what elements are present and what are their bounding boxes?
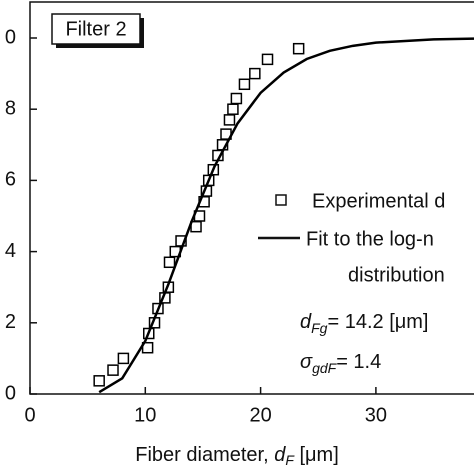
data-point bbox=[141, 341, 154, 354]
y-tick-label: 2 bbox=[5, 311, 16, 333]
x-tick-label: 20 bbox=[249, 404, 271, 426]
y-tick-label: 0 bbox=[5, 382, 16, 404]
legend-label: distribution bbox=[348, 264, 445, 286]
y-tick-label: 6 bbox=[5, 169, 16, 191]
data-point bbox=[238, 78, 251, 91]
plot-area bbox=[93, 37, 474, 394]
annotation-subscript: Fg bbox=[311, 320, 328, 336]
x-label-symbol: d bbox=[274, 444, 286, 466]
data-point bbox=[227, 103, 239, 115]
y-tick-label: 8 bbox=[5, 97, 16, 119]
y-tick-label: 4 bbox=[5, 240, 16, 262]
data-point bbox=[223, 114, 236, 126]
x-label-subscript: F bbox=[285, 452, 295, 468]
data-point bbox=[117, 352, 130, 365]
y-tick-label: 0 bbox=[5, 26, 16, 48]
annotation-symbol: d bbox=[300, 311, 312, 333]
x-tick-label: 10 bbox=[134, 404, 156, 426]
data-point bbox=[107, 364, 119, 376]
axes: 0 10 20 30 0 2 4 6 8 0 bbox=[5, 26, 387, 426]
data-point bbox=[93, 375, 105, 387]
x-tick-label: 0 bbox=[24, 404, 35, 426]
data-point bbox=[190, 220, 202, 233]
x-label-unit: [μm] bbox=[294, 444, 339, 466]
data-point bbox=[207, 163, 220, 176]
annotation: σgdF= 1.4 bbox=[300, 351, 381, 375]
data-point bbox=[261, 53, 274, 66]
x-label-text: Fiber diameter, bbox=[135, 444, 274, 466]
data-point bbox=[175, 235, 187, 247]
data-point bbox=[152, 302, 164, 315]
data-point bbox=[163, 256, 176, 269]
data-point bbox=[249, 67, 261, 80]
annotation-subscript: gdF bbox=[312, 360, 338, 376]
legend-label: Fit to the log-n bbox=[306, 228, 434, 250]
legend-label: Experimental d bbox=[312, 190, 445, 212]
annotation-text: = 1.4 bbox=[336, 351, 381, 373]
annotation-text: = 14.2 [μm] bbox=[327, 311, 428, 333]
data-point bbox=[143, 327, 155, 340]
data-point bbox=[292, 42, 305, 55]
annotation-symbol: σ bbox=[300, 351, 313, 373]
fit-line bbox=[98, 37, 474, 394]
chart-title: Filter 2 bbox=[65, 18, 126, 40]
annotation: dFg= 14.2 [μm] bbox=[300, 311, 428, 335]
x-tick-label: 30 bbox=[365, 404, 387, 426]
data-point bbox=[230, 92, 243, 105]
legend-marker bbox=[275, 194, 287, 206]
x-axis-label: Fiber diameter, dF [μm] bbox=[135, 444, 339, 467]
title-box bbox=[51, 13, 141, 45]
